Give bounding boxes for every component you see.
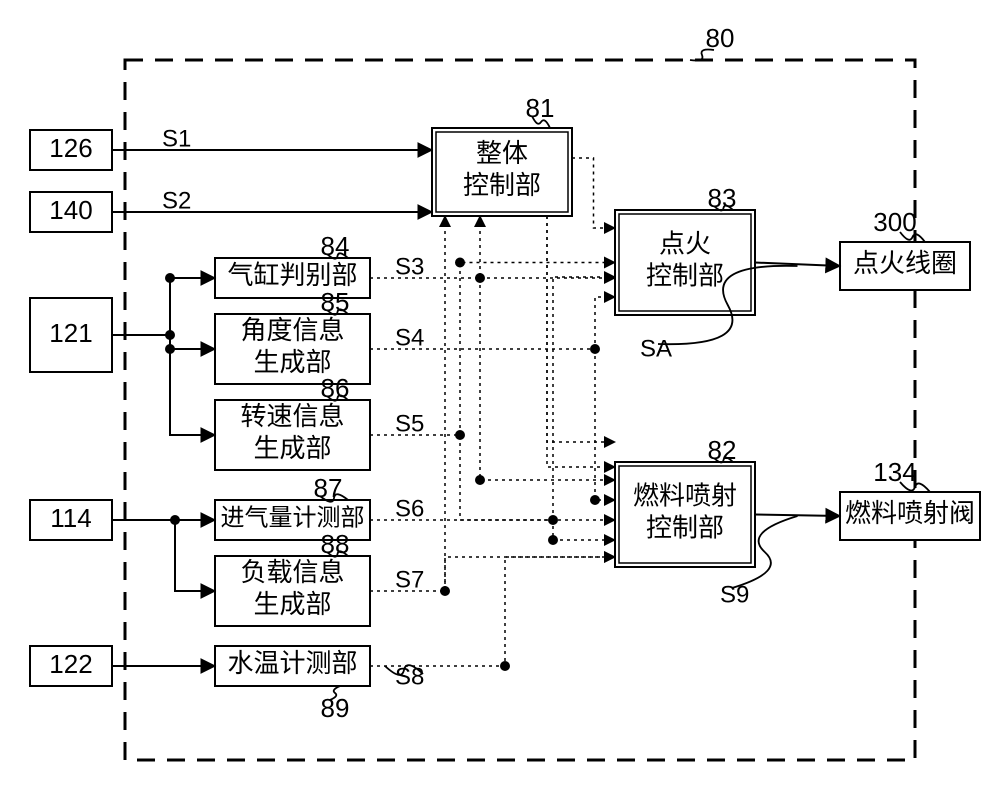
svg-text:S5: S5 — [395, 410, 424, 437]
svg-text:121: 121 — [49, 318, 92, 348]
svg-text:转速信息: 转速信息 — [240, 402, 344, 431]
svg-text:122: 122 — [49, 649, 92, 679]
box-b122: 122 — [30, 646, 112, 686]
box-b114: 114 — [30, 500, 112, 540]
svg-text:点火: 点火 — [659, 229, 711, 258]
svg-text:进气量计测部: 进气量计测部 — [221, 505, 365, 532]
svg-text:点火线圈: 点火线圈 — [853, 249, 957, 278]
svg-text:负载信息: 负载信息 — [240, 558, 344, 587]
box-b121: 121 — [30, 298, 112, 372]
box-b89: 水温计测部89 — [215, 646, 370, 723]
box-b140: 140 — [30, 192, 112, 232]
box-b134: 燃料喷射阀 134 — [840, 457, 980, 540]
svg-text:控制部: 控制部 — [646, 261, 724, 290]
svg-text:80: 80 — [706, 23, 735, 53]
diagram-root: 80126140121114122气缸判别部84角度信息生成部85转速信息生成部… — [0, 0, 1000, 788]
svg-text:134: 134 — [873, 457, 916, 487]
svg-text:140: 140 — [49, 195, 92, 225]
svg-text:气缸判别部: 气缸判别部 — [227, 261, 357, 290]
box-b82: 燃料喷射控制部82 — [615, 435, 755, 567]
box-b88: 负载信息生成部88 — [215, 529, 370, 626]
svg-text:S9: S9 — [720, 581, 749, 608]
svg-text:控制部: 控制部 — [463, 171, 541, 200]
svg-text:S6: S6 — [395, 495, 424, 522]
svg-text:水温计测部: 水温计测部 — [227, 649, 357, 678]
box-b81: 整体控制部 81 — [432, 93, 572, 216]
box-b86: 转速信息生成部86 — [215, 373, 370, 470]
svg-text:S7: S7 — [395, 566, 424, 593]
svg-text:S4: S4 — [395, 324, 424, 351]
svg-text:300: 300 — [873, 207, 916, 237]
box-b85: 角度信息生成部85 — [215, 287, 370, 384]
svg-text:生成部: 生成部 — [253, 434, 331, 463]
svg-text:角度信息: 角度信息 — [240, 316, 344, 345]
box-b300: 点火线圈 300 — [840, 207, 970, 290]
svg-text:生成部: 生成部 — [253, 590, 331, 619]
svg-text:S2: S2 — [162, 187, 191, 214]
svg-text:S1: S1 — [162, 125, 191, 152]
svg-text:S3: S3 — [395, 253, 424, 280]
svg-text:燃料喷射阀: 燃料喷射阀 — [845, 499, 975, 528]
svg-text:整体: 整体 — [476, 139, 528, 168]
svg-text:126: 126 — [49, 133, 92, 163]
svg-text:燃料喷射: 燃料喷射 — [633, 481, 737, 510]
svg-text:S8: S8 — [395, 663, 424, 690]
svg-text:81: 81 — [526, 93, 555, 123]
svg-text:114: 114 — [50, 503, 91, 533]
box-b83: 点火控制部83 — [615, 183, 755, 315]
box-b126: 126 — [30, 130, 112, 170]
svg-text:SA: SA — [640, 335, 672, 362]
svg-text:控制部: 控制部 — [646, 513, 724, 542]
svg-text:87: 87 — [314, 473, 343, 503]
